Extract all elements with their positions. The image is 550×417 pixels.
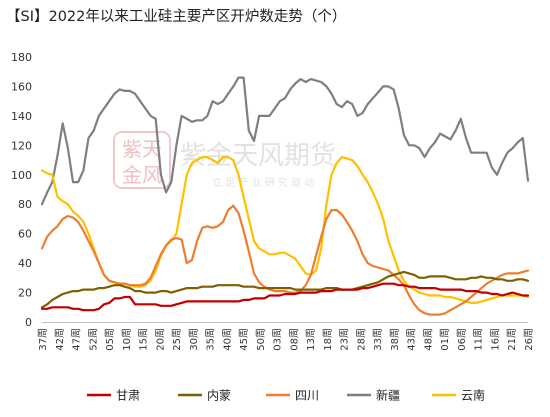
chart-title: 【SI】2022年以来工业硅主要产区开炉数走势（个）: [6, 9, 347, 25]
y-tick-label: 80: [18, 198, 32, 211]
watermark-tagline: 立 足 产 业 研 究 驱 动: [212, 176, 314, 189]
x-tick-label: 06周: [456, 328, 468, 351]
x-tick-label: 01周: [439, 328, 451, 351]
series-line-0: [40, 282, 530, 312]
x-tick-label: 21周: [506, 328, 518, 351]
series-line-2: [40, 204, 530, 316]
x-tick-label: 11周: [473, 328, 485, 351]
y-tick-label: 160: [11, 80, 32, 93]
y-tick-label: 140: [11, 110, 32, 123]
legend-label: 新疆: [376, 388, 400, 403]
series-line-3: [40, 76, 530, 206]
legend-label: 甘肃: [116, 389, 140, 403]
y-tick-label: 20: [18, 287, 32, 300]
watermark-logo-bottom: 金风: [122, 163, 162, 187]
x-tick-label: 37周: [37, 328, 49, 351]
watermark-logo-frame: [113, 131, 171, 189]
x-tick-label: 25周: [171, 328, 183, 351]
x-tick-label: 45周: [238, 328, 250, 351]
x-tick-label: 10周: [121, 328, 133, 351]
x-tick-label: 20周: [154, 328, 166, 351]
x-tick-label: 23周: [339, 328, 351, 351]
y-tick-label: 60: [18, 228, 32, 241]
y-tick-label: 180: [11, 51, 32, 64]
series-line-4: [40, 156, 530, 304]
x-tick-label: 13周: [305, 328, 317, 351]
x-tick-label: 35周: [205, 328, 217, 351]
legend-label: 四川: [295, 389, 319, 403]
x-tick-label: 18周: [322, 328, 334, 351]
x-tick-label: 26周: [523, 328, 535, 351]
y-axis: 0 20 40 60 80 100 120 140 160 180: [11, 51, 528, 329]
x-tick-label: 42周: [54, 328, 66, 351]
x-tick-label: 40周: [221, 328, 233, 351]
x-tick-label: 15周: [138, 328, 150, 351]
legend-label: 内蒙: [207, 389, 231, 403]
y-tick-label: 0: [25, 316, 32, 329]
x-tick-label: 48周: [422, 328, 434, 351]
legend-label: 云南: [461, 388, 485, 403]
x-tick-label: 52周: [87, 328, 99, 351]
x-tick-label: 38周: [389, 328, 401, 351]
series-line-1: [40, 270, 530, 309]
y-tick-label: 100: [11, 169, 32, 182]
y-tick-label: 40: [18, 257, 32, 270]
x-tick-label: 05周: [104, 328, 116, 351]
x-tick-label: 50周: [255, 328, 267, 351]
x-tick-label: 03周: [272, 328, 284, 351]
x-tick-label: 47周: [71, 328, 83, 351]
series-lines: [40, 76, 530, 316]
y-tick-label: 120: [11, 139, 32, 152]
x-tick-label: 30周: [188, 328, 200, 351]
x-tick-label: 43周: [406, 328, 418, 351]
x-tick-label: 33周: [372, 328, 384, 351]
x-tick-label: 28周: [355, 328, 367, 351]
x-tick-label: 16周: [489, 328, 501, 351]
legend: 甘肃 内蒙 四川 新疆 云南: [87, 388, 485, 403]
x-tick-label: 08周: [288, 328, 300, 351]
watermark: 紫天 金风 紫金天风期货 立 足 产 业 研 究 驱 动: [113, 131, 336, 189]
x-axis: 37周 42周 47周 52周 05周 10周 15周 20周 25周 30周 35周 40周 45周 5…: [37, 328, 535, 351]
watermark-logo: 紫天: [122, 137, 162, 161]
